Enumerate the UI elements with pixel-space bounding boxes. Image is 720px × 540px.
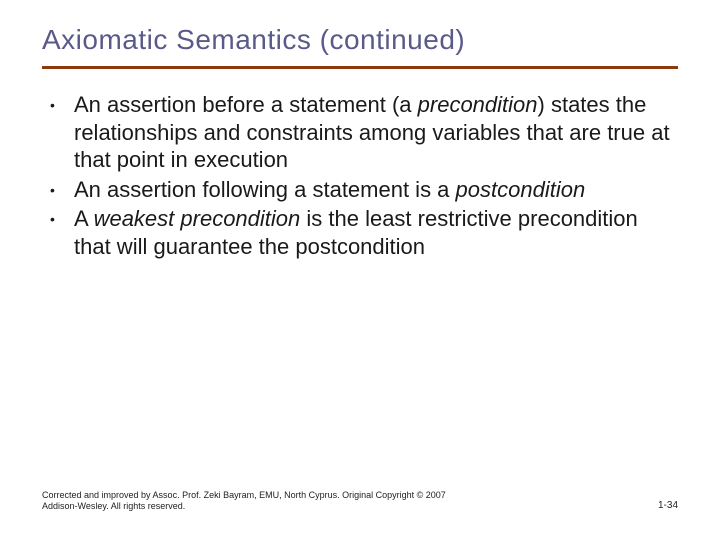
footer: Corrected and improved by Assoc. Prof. Z… xyxy=(42,490,678,513)
slide-container: Axiomatic Semantics (continued) • An ass… xyxy=(0,0,720,540)
title-rule xyxy=(42,66,678,69)
bullet-text: An assertion following a statement is a … xyxy=(74,176,678,204)
bullet-em: precondition xyxy=(418,92,538,117)
slide-title: Axiomatic Semantics (continued) xyxy=(42,24,678,66)
bullet-item: • A weakest precondition is the least re… xyxy=(50,205,678,260)
bullet-dot-icon: • xyxy=(50,91,74,115)
bullet-pre: An assertion before a statement (a xyxy=(74,92,418,117)
bullet-dot-icon: • xyxy=(50,176,74,200)
bullet-item: • An assertion following a statement is … xyxy=(50,176,678,204)
bullet-text: A weakest precondition is the least rest… xyxy=(74,205,678,260)
bullet-em: postcondition xyxy=(456,177,586,202)
bullet-text: An assertion before a statement (a preco… xyxy=(74,91,678,174)
footer-attribution: Corrected and improved by Assoc. Prof. Z… xyxy=(42,490,462,513)
bullet-dot-icon: • xyxy=(50,205,74,229)
bullet-em: weakest precondition xyxy=(94,206,301,231)
bullet-pre: An assertion following a statement is a xyxy=(74,177,456,202)
page-number: 1-34 xyxy=(658,500,678,513)
bullet-item: • An assertion before a statement (a pre… xyxy=(50,91,678,174)
bullet-list: • An assertion before a statement (a pre… xyxy=(42,91,678,260)
bullet-pre: A xyxy=(74,206,94,231)
